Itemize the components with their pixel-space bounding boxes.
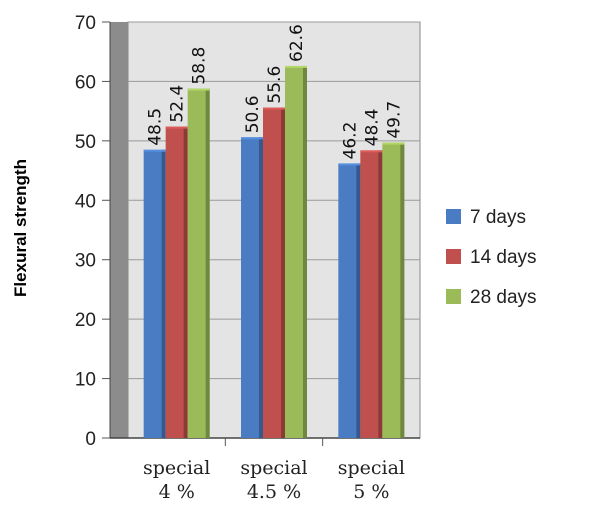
bar-side (378, 150, 383, 438)
bar (285, 65, 307, 438)
bar (338, 163, 361, 438)
bar-top (187, 88, 210, 91)
bar-top (263, 107, 285, 110)
legend-swatch (446, 249, 461, 264)
legend-entry: 14 days (470, 247, 537, 268)
bar-side (303, 65, 307, 438)
data-label: 46.2 (340, 122, 360, 160)
bar-top (360, 150, 383, 153)
legend-entry: 7 days (470, 207, 526, 228)
y-tick-label: 30 (75, 251, 96, 272)
bar (187, 88, 210, 438)
bar-top (338, 163, 361, 166)
bar-side (356, 163, 361, 438)
legend-swatch (446, 209, 461, 224)
bar-side (259, 137, 263, 438)
y-axis-title: Flexural strength (11, 159, 30, 297)
x-category-label: special (338, 457, 405, 479)
data-label: 48.4 (362, 109, 382, 147)
legend: 7 days 14 days 28 days (446, 207, 537, 308)
bar-top (285, 65, 307, 68)
x-category-label: special (143, 457, 210, 479)
bar-top (241, 137, 263, 140)
x-category-label: 4 % (159, 481, 195, 503)
y-tick-label: 60 (75, 72, 96, 93)
y-tick-label: 20 (75, 310, 96, 331)
bar-side (183, 126, 188, 438)
legend-entry: 28 days (470, 287, 537, 308)
x-category-label: 4.5 % (247, 481, 301, 503)
bar (143, 149, 166, 438)
x-category-label: 5 % (353, 481, 389, 503)
y-tick-label: 70 (75, 13, 96, 34)
bar-side (161, 149, 166, 438)
y-tick-label: 0 (85, 429, 96, 450)
bar (382, 142, 405, 438)
plot-side-wall (110, 22, 128, 438)
data-label: 50.6 (243, 95, 263, 133)
x-category-label: special (240, 457, 307, 479)
data-label: 48.5 (146, 108, 166, 146)
y-tick-label: 10 (75, 370, 96, 391)
data-label: 52.4 (168, 85, 188, 123)
y-tick-label: 50 (75, 132, 96, 153)
y-tick-label: 40 (75, 191, 96, 212)
bar-side (400, 142, 405, 438)
data-label: 58.8 (190, 47, 210, 85)
bar-top (165, 126, 188, 129)
data-label: 49.7 (384, 101, 404, 139)
bar (165, 126, 188, 438)
bar (360, 150, 383, 438)
bar-top (382, 142, 405, 145)
data-label: 62.6 (287, 24, 307, 62)
bar (263, 107, 285, 438)
bar-side (205, 88, 210, 438)
legend-swatch (446, 289, 461, 304)
bar (241, 137, 263, 438)
bar-top (143, 149, 166, 152)
bars-layer (143, 65, 405, 438)
data-label: 55.6 (265, 66, 285, 104)
bar-side (281, 107, 285, 438)
